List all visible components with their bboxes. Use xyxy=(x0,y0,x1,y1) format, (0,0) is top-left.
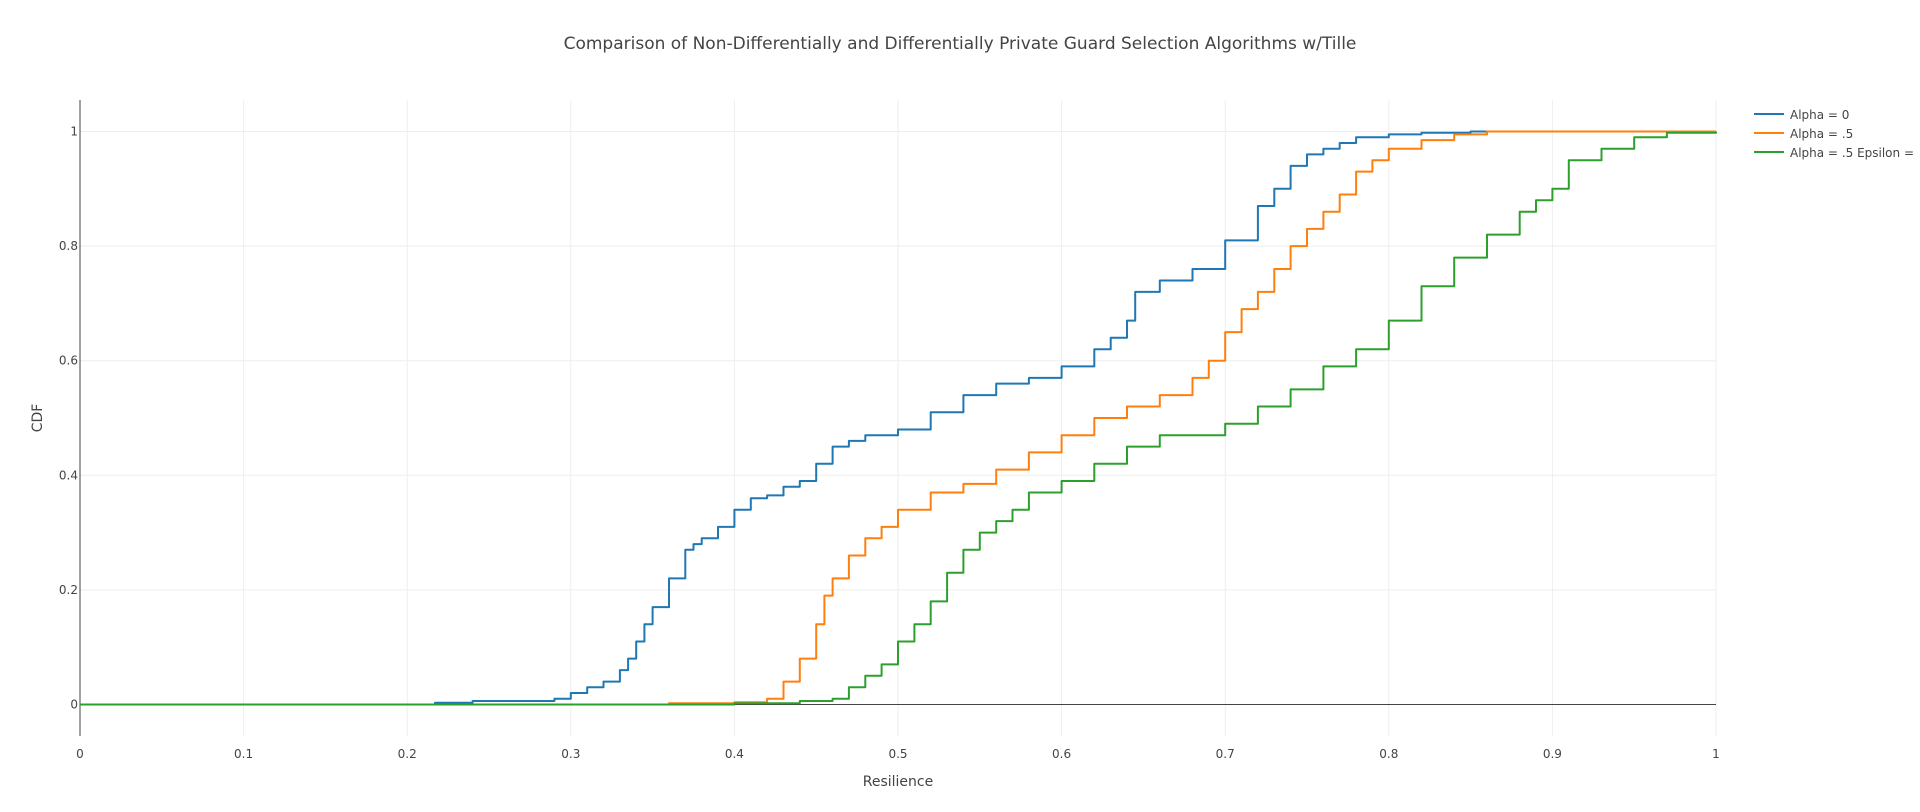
y-tick-label: 1 xyxy=(70,125,78,139)
grid-layer xyxy=(80,100,1717,736)
x-tick-label: 0.4 xyxy=(725,747,744,761)
x-tick-label: 0.1 xyxy=(234,747,253,761)
x-axis-title: Resilience xyxy=(863,774,933,790)
legend-item-alpha-05[interactable]: Alpha = .5 xyxy=(1754,127,1853,141)
chart-title: Comparison of Non-Differentially and Dif… xyxy=(564,34,1357,54)
legend[interactable]: Alpha = 0 Alpha = .5 Alpha = .5 Epsilon … xyxy=(1754,108,1914,160)
y-tick-label: 0.8 xyxy=(59,239,78,253)
series-line-alpha-0 xyxy=(80,130,1716,706)
x-tick-label: 0.5 xyxy=(888,747,907,761)
x-tick-label: 0.8 xyxy=(1379,747,1398,761)
y-tick-label: 0.2 xyxy=(59,583,78,597)
y-tick-label: 0.4 xyxy=(59,468,78,482)
legend-label-alpha-05-epsilon: Alpha = .5 Epsilon = xyxy=(1790,146,1914,160)
series-layer xyxy=(80,130,1717,706)
legend-label-alpha-0: Alpha = 0 xyxy=(1790,108,1849,122)
series-line-alpha-05-epsilon xyxy=(80,131,1717,706)
x-tick-label: 0.6 xyxy=(1052,747,1071,761)
legend-item-alpha-0[interactable]: Alpha = 0 xyxy=(1754,108,1849,122)
x-tick-label: 0.7 xyxy=(1216,747,1235,761)
x-tick-labels: 0 0.1 0.2 0.3 0.4 0.5 0.6 0.7 0.8 0.9 1 xyxy=(76,747,1720,761)
y-tick-labels: 0 0.2 0.4 0.6 0.8 1 xyxy=(59,125,78,712)
legend-label-alpha-05: Alpha = .5 xyxy=(1790,127,1853,141)
y-axis-title: CDF xyxy=(30,404,46,433)
x-tick-label: 0.2 xyxy=(398,747,417,761)
y-tick-label: 0.6 xyxy=(59,354,78,368)
x-tick-label: 0.3 xyxy=(561,747,580,761)
legend-item-alpha-05-epsilon[interactable]: Alpha = .5 Epsilon = xyxy=(1754,146,1914,160)
y-tick-label: 0 xyxy=(70,697,78,711)
x-tick-label: 1 xyxy=(1712,747,1720,761)
x-tick-label: 0.9 xyxy=(1543,747,1562,761)
x-tick-label: 0 xyxy=(76,747,84,761)
series-line-alpha-05 xyxy=(80,130,1716,706)
